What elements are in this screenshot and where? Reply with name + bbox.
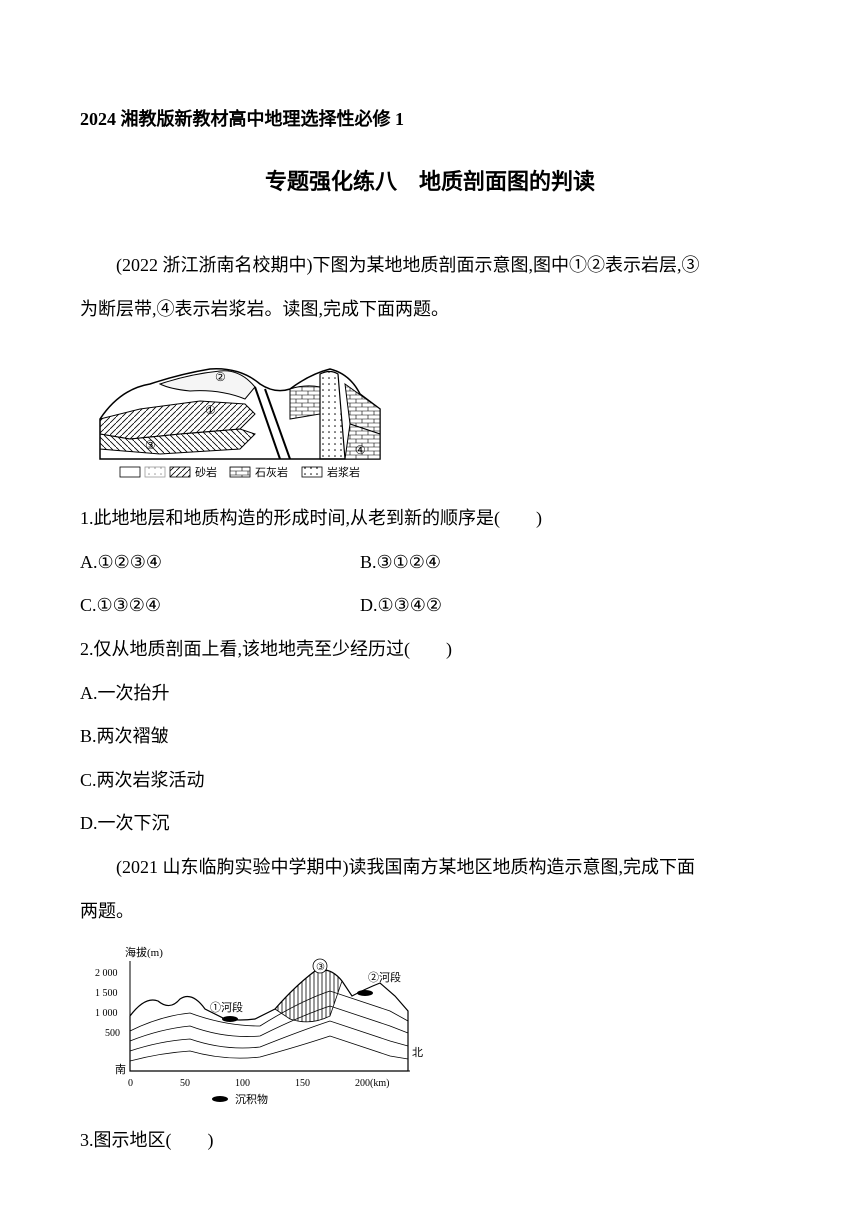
q2-option-d: D.一次下沉 bbox=[80, 804, 780, 844]
label-1: ① bbox=[205, 403, 216, 417]
ytick-500: 500 bbox=[105, 1028, 120, 1039]
yaxis-label: 海拔(m) bbox=[125, 945, 163, 959]
document-title: 专题强化练八 地质剖面图的判读 bbox=[80, 158, 780, 206]
legend-sediment: 沉积物 bbox=[235, 1092, 268, 1106]
question-1: 1.此地地层和地质构造的形成时间,从老到新的顺序是( ) bbox=[80, 499, 780, 539]
figure-2: 海拔(m) 2 000 1 500 1 000 500 ①河段 ②河段 ③ bbox=[80, 941, 780, 1111]
q1-option-b: B.③①②④ bbox=[360, 543, 780, 583]
xtick-0: 0 bbox=[128, 1078, 133, 1089]
q1-option-a: A.①②③④ bbox=[80, 543, 360, 583]
intro2-line1: (2021 山东临朐实验中学期中)读我国南方某地区地质构造示意图,完成下面 bbox=[80, 848, 780, 888]
xtick-150: 150 bbox=[295, 1078, 310, 1089]
legend-limestone: 石灰岩 bbox=[255, 465, 288, 479]
xtick-200: 200(km) bbox=[355, 1078, 389, 1089]
intro1-line1: (2022 浙江浙南名校期中)下图为某地地质剖面示意图,图中①②表示岩层,③ bbox=[80, 246, 780, 286]
legend-igneous: 岩浆岩 bbox=[327, 465, 360, 479]
intro1-line2: 为断层带,④表示岩浆岩。读图,完成下面两题。 bbox=[80, 290, 780, 330]
q2-option-a: A.一次抬升 bbox=[80, 674, 780, 714]
river-1-label: ①河段 bbox=[210, 1000, 243, 1014]
q1-option-c: C.①③②④ bbox=[80, 586, 360, 626]
label-3: ③ bbox=[145, 438, 156, 452]
legend-sandstone: 砂岩 bbox=[195, 465, 217, 479]
xtick-100: 100 bbox=[235, 1078, 250, 1089]
label-2: ② bbox=[215, 370, 226, 384]
figure-1: ① ② ③ ④ 砂岩 石灰岩 岩浆岩 bbox=[80, 339, 780, 489]
ytick-1500: 1 500 bbox=[95, 988, 118, 999]
ytick-1000: 1 000 bbox=[95, 1008, 118, 1019]
xtick-50: 50 bbox=[180, 1078, 190, 1089]
question-3: 3.图示地区( ) bbox=[80, 1121, 780, 1161]
q2-option-c: C.两次岩浆活动 bbox=[80, 761, 780, 801]
north-label: 北 bbox=[412, 1046, 423, 1059]
q1-option-d: D.①③④② bbox=[360, 586, 780, 626]
document-header: 2024 湘教版新教材高中地理选择性必修 1 bbox=[80, 100, 780, 140]
question-2: 2.仅从地质剖面上看,该地地壳至少经历过( ) bbox=[80, 630, 780, 670]
ytick-2000: 2 000 bbox=[95, 968, 118, 979]
peak-3-label: ③ bbox=[316, 962, 325, 973]
q2-option-b: B.两次褶皱 bbox=[80, 717, 780, 757]
geological-cross-section-1: ① ② ③ ④ 砂岩 石灰岩 岩浆岩 bbox=[80, 339, 420, 489]
river-2-label: ②河段 bbox=[368, 970, 401, 984]
label-4: ④ bbox=[355, 443, 366, 457]
intro2-line2: 两题。 bbox=[80, 892, 780, 932]
geological-cross-section-2: 海拔(m) 2 000 1 500 1 000 500 ①河段 ②河段 ③ bbox=[80, 941, 440, 1111]
south-label: 南 bbox=[115, 1063, 126, 1076]
